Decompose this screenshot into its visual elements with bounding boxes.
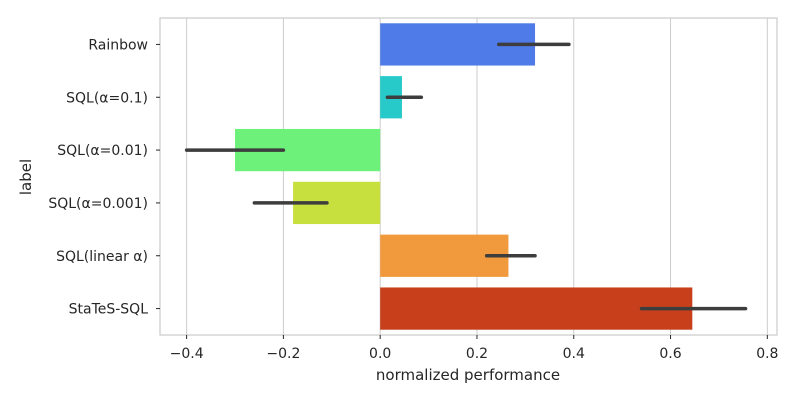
plot-frame xyxy=(159,17,778,336)
error-bars xyxy=(184,42,748,311)
x-axis-label: normalized performance xyxy=(376,366,560,384)
x-axis-ticks: −0.4 −0.2 0.0 0.2 0.4 0.6 0.8 xyxy=(170,335,778,362)
x-tick-label: −0.2 xyxy=(266,346,300,362)
x-tick-label: 0.4 xyxy=(563,346,585,362)
bars xyxy=(235,23,693,330)
y-tick-label: SQL(α=0.001) xyxy=(48,196,148,212)
y-axis-ticks: Rainbow SQL(α=0.1) SQL(α=0.01) SQL(α=0.001)… xyxy=(48,37,160,318)
x-tick-label: 0.6 xyxy=(659,346,681,362)
x-tick-label: 0.0 xyxy=(369,346,391,362)
y-axis-label: label xyxy=(17,159,35,195)
y-tick-label: StaTeS-SQL xyxy=(69,302,149,318)
y-tick-label: SQL(α=0.01) xyxy=(57,143,148,159)
grid-lines xyxy=(186,18,768,335)
x-tick-label: 0.2 xyxy=(466,346,488,362)
y-tick-label: SQL(linear α) xyxy=(56,249,148,265)
x-tick-label: −0.4 xyxy=(170,346,204,362)
y-tick-label: SQL(α=0.1) xyxy=(66,90,148,106)
x-tick-label: 0.8 xyxy=(756,346,778,362)
y-tick-label: Rainbow xyxy=(88,37,148,53)
